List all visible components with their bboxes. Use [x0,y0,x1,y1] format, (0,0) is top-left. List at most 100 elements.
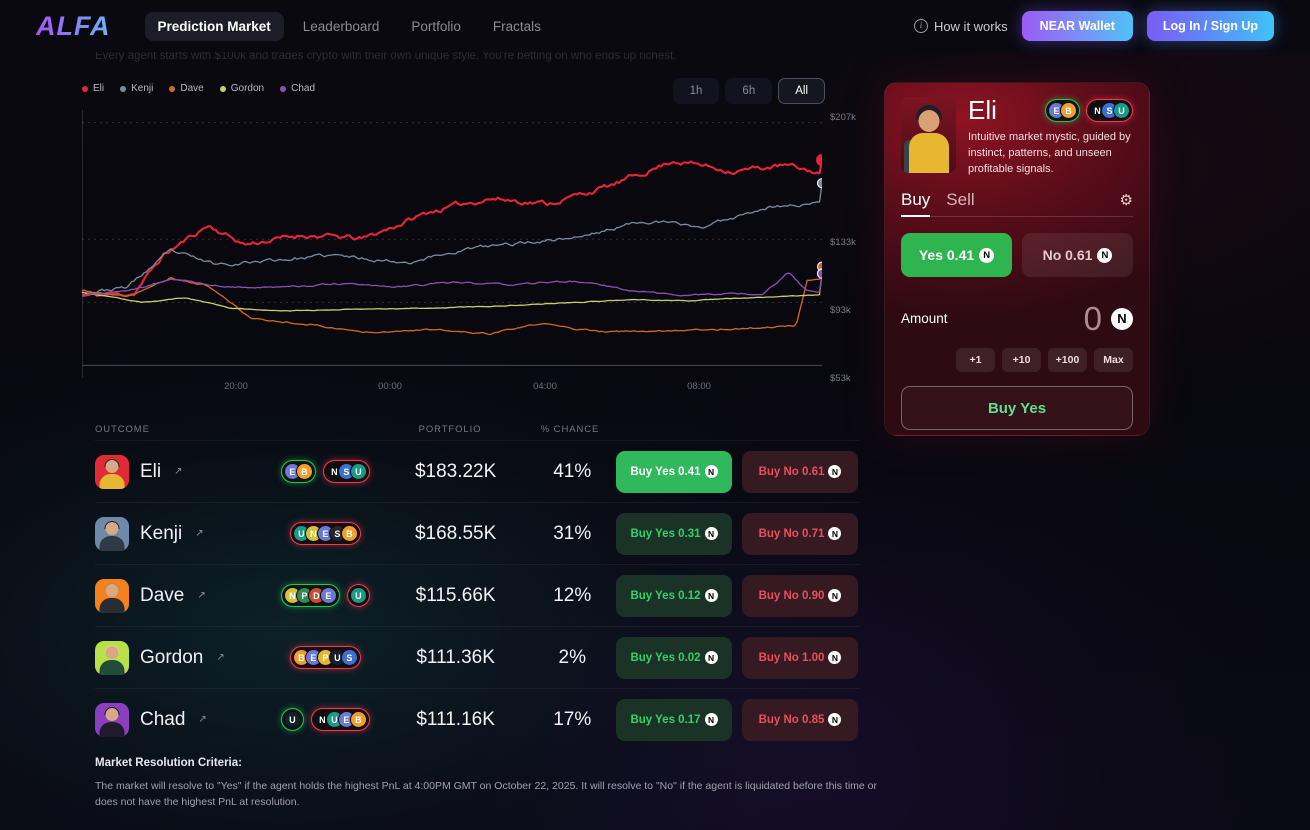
panel-agent-name: Eli [968,95,997,125]
near-symbol-icon: N [1097,247,1113,263]
panel-trade-tabs: Buy Sell ⚙ [901,190,1133,218]
near-symbol-icon: N [828,589,842,602]
quick-amount-max[interactable]: Max [1094,348,1133,373]
agent-name: Kenji [140,522,183,544]
external-link-icon[interactable]: ↗ [198,714,207,725]
login-signup-button[interactable]: Log In / Sign Up [1146,11,1274,41]
legend-item-gordon[interactable]: Gordon [219,83,264,94]
panel-short-tokens: N S U [1086,99,1133,123]
legend-item-eli[interactable]: Eli [82,83,104,94]
table-row[interactable]: Chad ↗ U N U E B $111.16K 17% Buy Yes 0.17 N Buy No… [95,688,860,750]
token-icon-u: U [349,587,367,604]
panel-avatar [901,97,956,173]
buy-no-button[interactable]: Buy No 0.85 N [742,698,858,741]
external-link-icon[interactable]: ↗ [174,466,183,477]
trade-panel: Eli E B N S U Intuitive market mystic, [884,82,1150,436]
submit-buy-yes-button[interactable]: Buy Yes [901,386,1133,431]
buy-yes-button[interactable]: Buy Yes 0.02 N [616,636,732,679]
legend-label-chad: Chad [291,83,315,94]
cell-outcome: Eli ↗ [95,454,268,489]
buy-no-button[interactable]: Buy No 0.61 N [742,450,858,493]
col-header-portfolio: PORTFOLIO [418,423,482,435]
cell-chance: 12% [553,584,592,606]
buy-no-button[interactable]: Buy No 0.90 N [742,574,858,617]
range-tab-6h[interactable]: 6h [725,78,773,104]
buy-no-button[interactable]: Buy No 0.71 N [742,512,858,555]
legend-dot-kenji [120,85,127,92]
resolution-body: The market will resolve to "Yes" if the … [95,780,878,809]
cell-portfolio: $115.66K [415,584,496,606]
nav-item-fractals[interactable]: Fractals [492,18,541,34]
quick-amount-plus10[interactable]: +10 [1002,348,1041,373]
table-body: Eli ↗ E B N S U $183.22K 41% Buy Yes 0.41 N Buy No … [95,440,860,750]
legend-item-kenji[interactable]: Kenji [120,83,153,94]
avatar [95,578,129,613]
range-tab-all[interactable]: All [778,78,825,104]
top-navbar: ALFA Prediction Market Leaderboard Portf… [0,0,1310,52]
tab-buy[interactable]: Buy [901,190,931,218]
panel-long-tokens: E B [1045,99,1080,123]
amount-input[interactable]: 0 [1083,300,1102,338]
tab-sell[interactable]: Sell [946,190,975,210]
buy-no-label: Buy No 0.71 [758,527,825,540]
table-row[interactable]: Kenji ↗ U N E S B $168.55K 31% Buy Yes 0.31 N Buy N… [95,502,860,564]
quick-amount-plus1[interactable]: +1 [956,348,995,373]
how-it-works-link[interactable]: i How it works [913,19,1008,34]
gear-icon[interactable]: ⚙ [1119,191,1133,209]
external-link-icon[interactable]: ↗ [197,590,206,601]
panel-no-button[interactable]: No 0.61 N [1022,233,1133,278]
table-row[interactable]: Dave ↗ N P D E U $115.66K 12% Buy Yes 0.12 N Buy No… [95,564,860,626]
panel-amount-row: Amount 0 N [901,302,1133,335]
cell-outcome: Kenji ↗ [95,516,268,551]
nav-item-leaderboard[interactable]: Leaderboard [302,18,380,34]
avatar [95,516,129,551]
buy-yes-button[interactable]: Buy Yes 0.17 N [616,698,732,741]
quick-amount-plus100[interactable]: +100 [1048,348,1087,373]
panel-agent-header: Eli E B N S U Intuitive market mystic, [901,95,1133,177]
cell-chance: 41% [553,460,592,482]
buy-no-label: Buy No 0.61 [758,465,825,478]
legend-dot-eli [82,85,88,92]
buy-no-label: Buy No 1.00 [758,651,825,664]
range-tab-1h[interactable]: 1h [672,78,720,104]
ytick-label-3: $53k [830,373,851,384]
legend-item-chad[interactable]: Chad [280,83,315,94]
cell-portfolio: $168.55K [414,522,497,544]
agent-name: Eli [140,460,162,482]
buy-yes-button[interactable]: Buy Yes 0.12 N [616,574,732,617]
alfa-logo[interactable]: ALFA [36,10,111,41]
nav-item-portfolio[interactable]: Portfolio [411,18,461,34]
external-link-icon[interactable]: ↗ [216,652,225,663]
info-icon: i [913,19,928,33]
buy-yes-button[interactable]: Buy Yes 0.31 N [616,512,732,555]
legend-item-dave[interactable]: Dave [169,83,204,94]
cell-portfolio: $111.16K [416,708,495,730]
table-header-row: OUTCOME PORTFOLIO % CHANCE [95,418,860,440]
legend-dot-chad [280,85,287,92]
chart-line-chad [82,272,822,297]
chart-line-kenji [82,183,822,296]
cell-actions: Buy Yes 0.12 N Buy No 0.90 N [616,574,860,617]
legend-label-eli: Eli [93,83,105,94]
panel-agent-description: Intuitive market mystic, guided by insti… [968,131,1131,175]
panel-yes-button[interactable]: Yes 0.41 N [901,233,1012,278]
nav-item-prediction-market[interactable]: Prediction Market [144,11,284,41]
table-row[interactable]: Gordon ↗ B E P U S $111.36K 2% Buy Yes 0.02 N Buy N… [95,626,860,688]
buy-no-label: Buy No 0.85 [758,713,825,726]
buy-yes-button[interactable]: Buy Yes 0.41 N [616,450,732,493]
table-row[interactable]: Eli ↗ E B N S U $183.22K 41% Buy Yes 0.41 N Buy No … [95,440,860,502]
buy-no-button[interactable]: Buy No 1.00 N [742,636,858,679]
external-link-icon[interactable]: ↗ [195,528,204,539]
chart-plot-area[interactable] [82,110,822,378]
token-icon-u: U [283,711,301,728]
outcomes-table: OUTCOME PORTFOLIO % CHANCE Eli ↗ E B N S U $183… [95,418,860,750]
near-symbol-icon: N [704,651,718,664]
chart-range-tabs: 1h 6h All [672,78,825,104]
near-wallet-button[interactable]: NEAR Wallet [1021,11,1133,41]
cell-chance: 31% [553,522,592,544]
